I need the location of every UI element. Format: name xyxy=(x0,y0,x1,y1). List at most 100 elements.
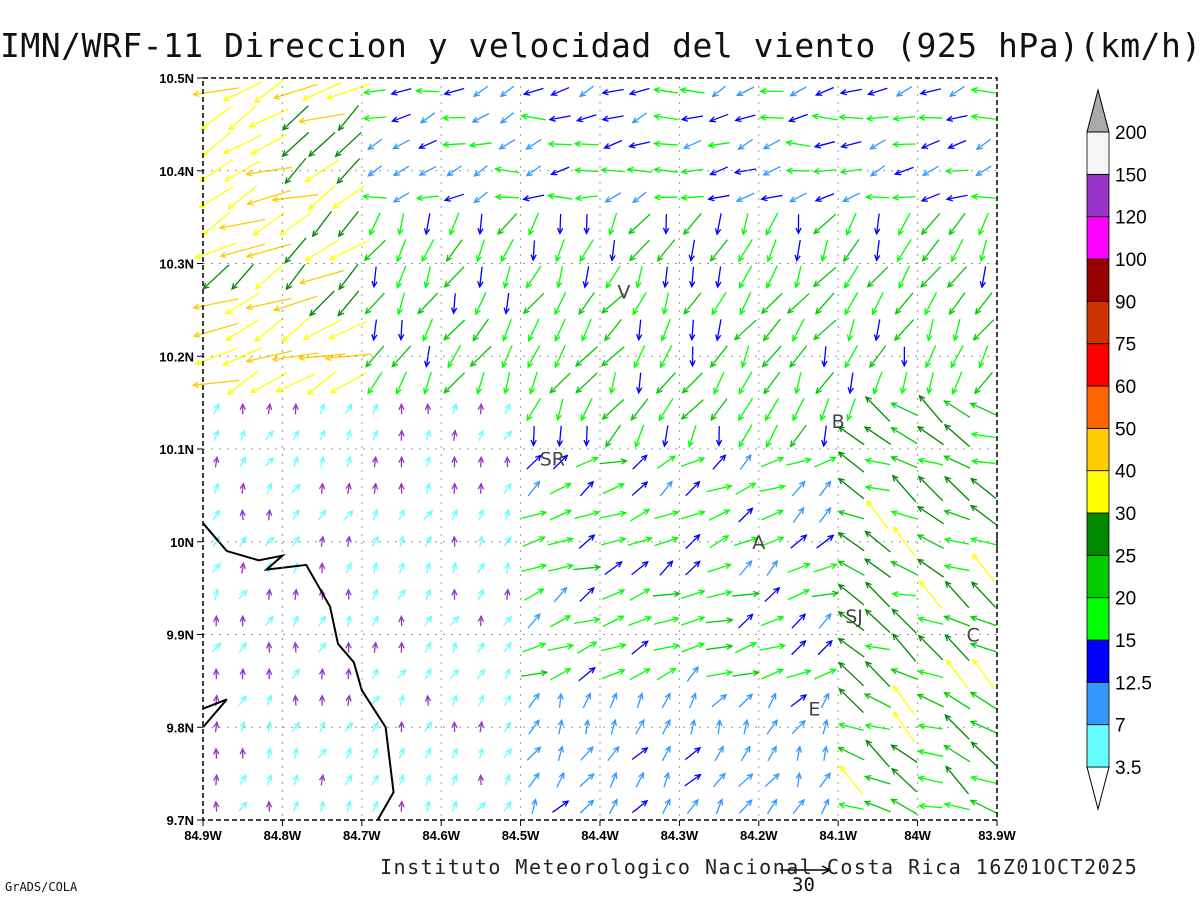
wind-arrow xyxy=(451,720,458,733)
wind-arrow xyxy=(892,684,916,716)
wind-arrow xyxy=(284,237,307,264)
wind-arrow xyxy=(762,139,781,150)
wind-arrow xyxy=(239,561,246,574)
wind-arrow xyxy=(898,265,911,290)
wind-arrow xyxy=(265,800,273,812)
wind-arrow xyxy=(425,747,432,760)
wind-arrow xyxy=(864,581,891,608)
wind-arrow xyxy=(819,480,832,497)
wind-arrow xyxy=(425,773,432,786)
wind-arrow xyxy=(527,612,541,629)
wind-arrow xyxy=(553,586,568,603)
wind-arrow xyxy=(767,692,777,709)
wind-arrow xyxy=(969,615,997,627)
wind-arrow xyxy=(738,424,753,448)
wind-arrow xyxy=(970,536,997,546)
wind-arrow xyxy=(734,114,756,123)
wind-arrow xyxy=(264,615,274,627)
wind-arrow xyxy=(192,298,239,310)
wind-arrow xyxy=(890,510,917,520)
wind-arrow xyxy=(943,615,971,627)
wind-arrow xyxy=(891,141,916,148)
wind-arrow xyxy=(583,718,591,735)
wind-arrow xyxy=(473,191,488,204)
wind-arrow xyxy=(239,455,246,468)
wind-arrow xyxy=(845,212,857,237)
wind-arrow xyxy=(944,580,970,609)
wind-arrow xyxy=(837,451,865,473)
wind-arrow xyxy=(198,186,234,209)
wind-arrow xyxy=(609,692,618,709)
wind-arrow xyxy=(477,482,485,494)
wind-arrow xyxy=(525,165,542,177)
wind-arrow xyxy=(367,371,383,395)
wind-arrow xyxy=(846,398,856,422)
wind-arrow xyxy=(969,504,997,526)
wind-arrow xyxy=(891,590,916,598)
wind-arrow xyxy=(319,429,326,442)
wind-arrow xyxy=(818,506,832,523)
wind-arrow xyxy=(924,292,938,316)
wind-arrow xyxy=(397,589,407,600)
wind-arrow xyxy=(526,398,542,422)
wind-arrow xyxy=(945,194,968,202)
wind-arrow xyxy=(292,747,299,759)
wind-arrow xyxy=(417,139,437,149)
wind-arrow xyxy=(318,561,326,574)
wind-arrow xyxy=(520,113,546,121)
wind-arrow xyxy=(550,668,572,681)
wind-arrow xyxy=(221,346,263,366)
wind-arrow xyxy=(652,113,679,121)
wind-arrow xyxy=(319,402,326,415)
wind-arrow xyxy=(311,210,332,238)
colorbar-label: 40 xyxy=(1115,462,1136,483)
wind-arrow xyxy=(679,87,705,94)
wind-arrow xyxy=(239,720,246,733)
wind-arrow xyxy=(635,266,643,289)
city-labels: V SR B A SJ C E I xyxy=(540,281,1000,720)
wind-arrow xyxy=(680,168,704,175)
wind-arrow xyxy=(920,213,941,236)
wind-arrow xyxy=(362,88,386,96)
wind-arrow xyxy=(554,318,566,343)
wind-arrow xyxy=(337,210,359,238)
colorbar-label: 30 xyxy=(1115,504,1136,525)
wind-arrow xyxy=(345,641,352,653)
wind-arrow xyxy=(266,720,273,733)
wind-arrow xyxy=(814,456,838,468)
wind-arrow xyxy=(709,239,729,262)
wind-arrow xyxy=(864,722,890,730)
wind-arrow xyxy=(708,113,729,123)
colorbar-label: 12.5 xyxy=(1115,673,1152,694)
wind-arrow xyxy=(554,292,567,316)
wind-arrow xyxy=(602,483,626,495)
wind-arrow xyxy=(546,193,573,200)
wind-arrow xyxy=(742,718,750,735)
wind-arrow xyxy=(892,711,916,743)
wind-arrow xyxy=(865,739,890,768)
wind-arrow xyxy=(944,167,969,175)
colorbar-label: 25 xyxy=(1115,546,1136,567)
wind-arrow xyxy=(738,371,753,395)
wind-arrow xyxy=(739,453,752,470)
wind-arrow xyxy=(837,509,865,520)
wind-arrow xyxy=(865,115,889,122)
y-tick-label: 9.9N xyxy=(167,628,194,643)
wind-arrow xyxy=(894,319,915,342)
wind-arrow xyxy=(970,477,997,500)
wind-arrow xyxy=(372,588,379,601)
wind-arrow xyxy=(557,745,564,762)
wind-arrow xyxy=(397,668,407,680)
wind-arrow xyxy=(891,194,916,201)
wind-arrow xyxy=(477,773,485,786)
colorbar-segment xyxy=(1086,300,1110,345)
wind-arrow xyxy=(599,458,628,465)
wind-arrow xyxy=(660,345,673,369)
wind-arrow xyxy=(548,115,571,122)
wind-arrow xyxy=(890,561,918,576)
wind-arrow xyxy=(943,509,971,521)
wind-arrow xyxy=(814,193,835,202)
wind-arrow xyxy=(292,588,299,600)
wind-arrow xyxy=(575,456,599,468)
wind-arrow xyxy=(292,455,299,468)
